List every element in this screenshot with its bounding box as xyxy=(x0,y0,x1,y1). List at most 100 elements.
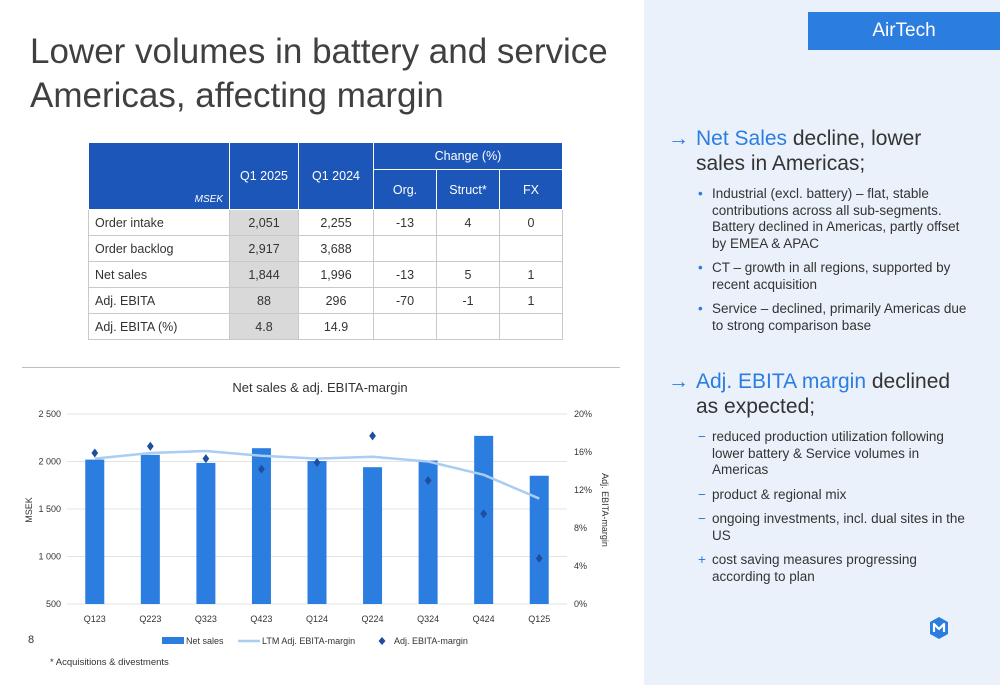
net-sales-bar xyxy=(529,475,549,604)
bullet-icon: • xyxy=(698,260,703,275)
x-tick-label: Q123 xyxy=(84,614,106,624)
bullet-text: cost saving measures progressing accordi… xyxy=(712,552,917,584)
list-item: • CT – growth in all regions, supported b… xyxy=(698,260,968,293)
cell-org: -13 xyxy=(373,261,437,288)
row-label: Adj. EBITA (%) xyxy=(88,313,230,340)
row-label: Net sales xyxy=(88,261,230,288)
cell-struct: 5 xyxy=(436,261,500,288)
col-q1-2024: Q1 2024 xyxy=(298,142,374,210)
list-item: + cost saving measures progressing accord… xyxy=(698,552,968,585)
cell-fx xyxy=(499,313,563,340)
table-row: Adj. EBITA (%) 4.8 14.9 xyxy=(88,313,563,340)
bullet-text: ongoing investments, incl. dual sites in… xyxy=(712,511,965,543)
y2-tick-label: 0% xyxy=(574,599,587,609)
sales-margin-chart: Net sales & adj. EBITA-margin MSEK Adj. … xyxy=(24,380,610,646)
page-title: Lower volumes in battery and service Ame… xyxy=(30,32,608,115)
right-arrow-icon: → xyxy=(668,370,689,393)
y2-tick-label: 16% xyxy=(574,447,592,457)
section-divider xyxy=(22,367,620,368)
company-logo-icon xyxy=(930,617,948,639)
x-tick-label: Q423 xyxy=(250,614,272,624)
y2-tick-label: 4% xyxy=(574,561,587,571)
chart-title: Net sales & adj. EBITA-margin xyxy=(232,380,407,395)
footnote: * Acquisitions & divestments xyxy=(50,657,169,668)
bullet-icon: − xyxy=(698,429,706,444)
list-item: − product & regional mix xyxy=(698,487,968,504)
x-tick-label: Q125 xyxy=(528,614,550,624)
bullet-text: Service – declined, primarily Americas d… xyxy=(712,301,967,333)
bullet-text: product & regional mix xyxy=(712,486,847,502)
heading-text: Adj. EBITA margin declined as expected; xyxy=(696,369,968,419)
margin-marker xyxy=(369,431,376,441)
cell-struct xyxy=(436,235,500,262)
net-sales-bar xyxy=(418,460,438,604)
x-tick-label: Q223 xyxy=(139,614,161,624)
legend-swatch-net-sales xyxy=(162,637,184,644)
col-q1-2025: Q1 2025 xyxy=(229,142,299,210)
cell-q1-2024: 1,996 xyxy=(298,261,374,288)
bullet-list: − reduced production utilization followin… xyxy=(668,429,968,585)
row-label: Order backlog xyxy=(88,235,230,262)
bullet-text: Industrial (excl. battery) – flat, stabl… xyxy=(712,186,960,251)
margin-marker xyxy=(202,454,210,464)
bullet-icon: • xyxy=(698,301,703,316)
x-tick-label: Q424 xyxy=(473,614,495,624)
legend-label-margin: Adj. EBITA-margin xyxy=(394,636,468,646)
table-row: Order intake 2,051 2,255 -13 4 0 xyxy=(88,209,563,236)
kpi-table: MSEK Q1 2025 Q1 2024 Change (%) Org. Str… xyxy=(88,141,563,340)
margin-marker xyxy=(258,464,265,474)
right-arrow-icon: → xyxy=(668,127,689,150)
y-axis-label: MSEK xyxy=(24,497,34,523)
list-item: − reduced production utilization followin… xyxy=(698,429,968,479)
cell-org xyxy=(373,235,437,262)
cell-q1-2024: 296 xyxy=(298,287,374,314)
cell-struct: 4 xyxy=(436,209,500,236)
heading-rest: decline, lower sales in Americas; xyxy=(696,127,922,175)
net-sales-bar xyxy=(251,448,271,604)
margin-marker xyxy=(480,509,488,519)
x-tick-label: Q323 xyxy=(195,614,217,624)
heading-highlight: Adj. EBITA margin xyxy=(696,370,867,393)
cell-struct: -1 xyxy=(436,287,500,314)
cell-q1-2025: 88 xyxy=(229,287,299,314)
page-number: 8 xyxy=(28,634,35,646)
y2-tick-label: 12% xyxy=(574,485,592,495)
y-tick-label: 1 500 xyxy=(38,504,61,514)
x-tick-label: Q324 xyxy=(417,614,439,624)
list-item: • Industrial (excl. battery) – flat, stab… xyxy=(698,186,968,252)
cell-org: -13 xyxy=(373,209,437,236)
cell-q1-2025: 4.8 xyxy=(229,313,299,340)
row-label: Order intake xyxy=(88,209,230,236)
margin-marker xyxy=(146,441,154,451)
cell-fx: 1 xyxy=(499,287,563,314)
bullet-icon: • xyxy=(698,186,703,201)
list-item: − ongoing investments, incl. dual sites i… xyxy=(698,511,968,544)
margin-marker xyxy=(535,553,543,563)
y-tick-label: 2 000 xyxy=(38,457,61,467)
net-sales-bar xyxy=(363,467,383,604)
bullet-text: reduced production utilization following… xyxy=(712,429,944,477)
section-heading: → Adj. EBITA margin declined as expected… xyxy=(668,369,968,419)
bullet-icon: + xyxy=(698,552,706,567)
sub-org: Org. xyxy=(373,169,437,210)
right-panel xyxy=(644,0,1000,685)
y2-tick-label: 20% xyxy=(574,409,592,419)
heading-highlight: Net Sales xyxy=(696,127,788,150)
cell-fx: 1 xyxy=(499,261,563,288)
table-row: Net sales 1,844 1,996 -13 5 1 xyxy=(88,261,563,288)
legend-label-ltm: LTM Adj. EBITA-margin xyxy=(262,636,355,646)
cell-q1-2024: 2,255 xyxy=(298,209,374,236)
row-label: Adj. EBITA xyxy=(88,287,230,314)
bullet-icon: − xyxy=(698,486,706,502)
change-header: Change (%) xyxy=(373,141,563,171)
margin-marker xyxy=(424,476,432,485)
cell-q1-2025: 1,844 xyxy=(229,261,299,288)
net-sales-bar xyxy=(85,459,105,604)
table-row: Order backlog 2,917 3,688 xyxy=(88,235,563,262)
net-sales-bar xyxy=(474,435,494,604)
heading-rest: declined as expected; xyxy=(696,370,951,418)
x-tick-label: Q224 xyxy=(362,614,384,624)
sub-fx: FX xyxy=(499,169,563,210)
margin-marker xyxy=(91,448,99,458)
y-tick-label: 500 xyxy=(46,599,61,609)
